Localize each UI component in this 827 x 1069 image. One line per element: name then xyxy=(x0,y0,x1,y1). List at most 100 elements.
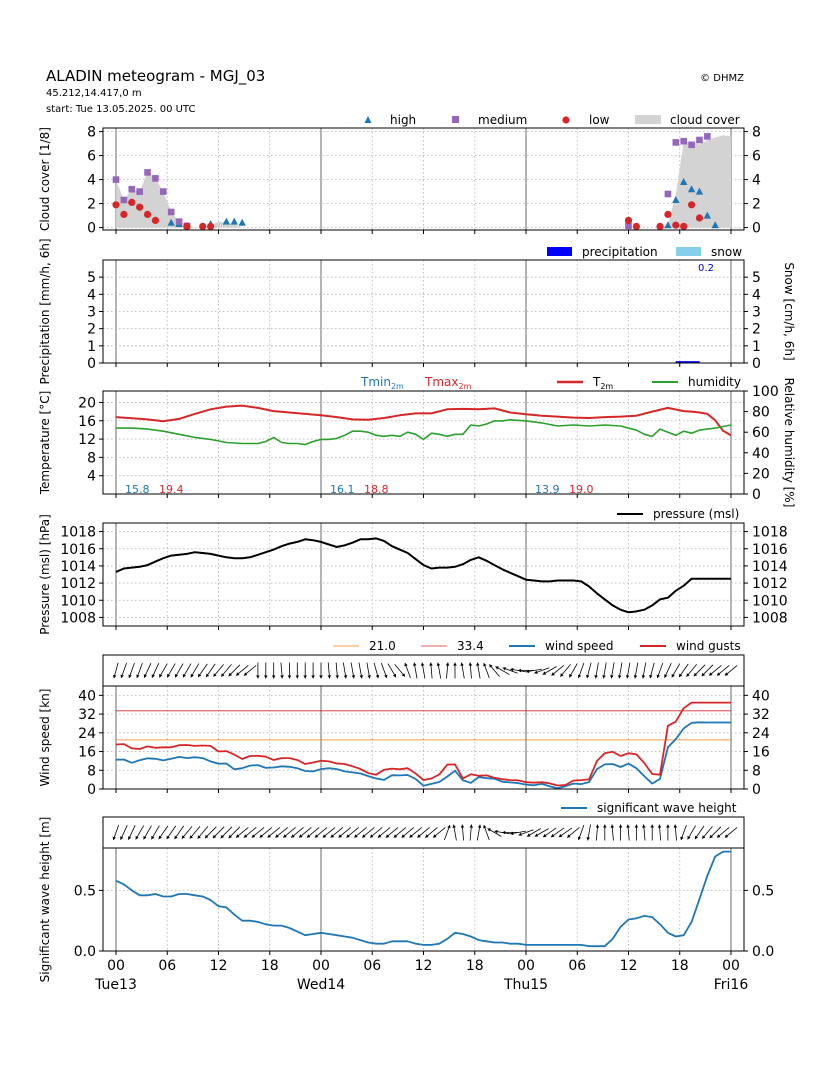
wave-dir-arrowhead xyxy=(543,833,547,838)
wind-dir-arrowhead xyxy=(453,662,457,666)
cloud-high-marker xyxy=(167,218,175,226)
wave-dir-arrowhead xyxy=(469,824,473,828)
wind-dir-arrowhead xyxy=(679,673,683,678)
x-tick-label: 00 xyxy=(107,958,125,974)
wind-dir-arrowhead xyxy=(159,673,163,678)
wind-dir-arrowhead xyxy=(375,674,380,679)
precip-ylabel: Precipitation [mm/h, 6h] xyxy=(38,238,52,384)
wave-dir-arrowhead xyxy=(425,834,429,838)
wind-dir-arrowhead xyxy=(120,674,124,678)
wind-dir-arrowhead xyxy=(404,663,408,667)
series-wind-gusts xyxy=(115,701,731,787)
cloud-medium-marker xyxy=(152,175,159,182)
precip-ytick-label-right: 2 xyxy=(752,322,761,338)
pressure-ytick-label: 1010 xyxy=(60,593,96,609)
wave-ytick-label: 0.5 xyxy=(74,883,96,899)
wave-dir-arrowhead xyxy=(724,834,729,838)
temp-ytick-label-right: 20 xyxy=(752,466,770,482)
cloud-ytick-label: 6 xyxy=(87,149,96,165)
x-tick-label: 18 xyxy=(671,958,689,974)
wave-dir-arrowhead xyxy=(181,835,186,839)
cloud-medium-marker xyxy=(112,176,120,183)
wind-dir-arrowhead xyxy=(392,673,396,678)
wave-dir-arrowhead xyxy=(567,834,571,838)
cloud-frame xyxy=(102,127,745,231)
wind-ytick-label-right: 16 xyxy=(752,745,770,761)
wind-dir-arrowhead xyxy=(664,674,668,678)
wave-dir-arrowhead xyxy=(314,834,319,838)
wind-dir-arrowhead xyxy=(359,675,364,679)
legend-high-swatch xyxy=(364,116,372,123)
pressure-ytick-label: 1014 xyxy=(60,559,96,575)
wind-ytick-label: 0 xyxy=(87,782,96,798)
wave-ytick-label-right: 0.5 xyxy=(752,883,774,899)
wind-dir-arrowhead xyxy=(602,675,606,679)
cloud-low-marker xyxy=(680,222,688,230)
series-pressure xyxy=(115,537,731,614)
wind-dir-arrowhead xyxy=(236,672,240,676)
wave-dir-arrowhead xyxy=(259,834,264,838)
wind-dir-arrowhead xyxy=(693,672,698,677)
cloud-low-marker xyxy=(151,216,160,224)
pressure-ytick-label: 1008 xyxy=(60,610,96,626)
wave-dir-arrowhead xyxy=(291,834,295,838)
legend-cloud-label: cloud cover xyxy=(670,113,740,127)
wave-dir-arrowhead xyxy=(275,834,279,838)
cloud-ytick-label-right: 2 xyxy=(752,197,761,213)
cloud-high-marker xyxy=(695,187,704,195)
wave-dir-arrowhead xyxy=(577,836,582,840)
precip-ytick-label: 5 xyxy=(87,270,96,286)
legend-tmin-label: Tmin2m xyxy=(360,375,404,391)
wave-dir-arrowhead xyxy=(527,833,531,837)
x-tick-label: 00 xyxy=(722,958,740,974)
wave-dir-arrowhead xyxy=(618,824,623,828)
wave-dir-arrowhead xyxy=(338,834,342,838)
x-tick-label: 12 xyxy=(620,958,638,974)
x-tick-label: 06 xyxy=(568,958,586,974)
precip-ytick-label: 3 xyxy=(87,305,96,321)
wave-dir-arrowhead xyxy=(447,825,451,829)
precip-annotation: 0.2 xyxy=(698,263,714,274)
wave-dir-arrowhead xyxy=(650,824,654,828)
precip-ytick-label: 2 xyxy=(87,322,96,338)
cloud-ytick-label-right: 6 xyxy=(752,149,761,165)
precip-ytick-label-right: 0 xyxy=(752,356,761,372)
cloud-low-marker xyxy=(112,201,120,209)
legend-medium-swatch xyxy=(452,116,459,123)
wave-dir-arrowhead xyxy=(433,834,437,838)
cloud-high-marker xyxy=(230,217,238,225)
cloud-medium-marker xyxy=(175,218,183,225)
wind-frame xyxy=(102,685,745,790)
wind-dir-arrowhead xyxy=(560,673,564,677)
wave-dir-arrowhead xyxy=(120,836,124,840)
wind-dir-arrowhead xyxy=(502,667,507,671)
cloud-medium-marker xyxy=(672,139,680,146)
x-tick-label: 00 xyxy=(517,958,535,974)
wind-dir-arrowhead xyxy=(649,674,653,679)
series-humidity xyxy=(116,418,732,446)
cloud-ytick-label: 0 xyxy=(87,221,96,237)
cloud-high-marker xyxy=(703,211,712,219)
pressure-ytick-label: 1012 xyxy=(60,576,96,592)
wind-dir-arrowhead xyxy=(287,675,292,679)
wind-dir-arrowhead xyxy=(577,674,582,678)
temp-ytick-label-right: 100 xyxy=(752,384,779,400)
wind-dir-arrowhead xyxy=(243,672,248,676)
wave-dir-arrowhead xyxy=(205,834,209,839)
cloud-medium-marker xyxy=(167,208,175,216)
wave-dir-arrowhead xyxy=(299,834,303,838)
series-wave-height xyxy=(115,850,731,948)
wind-ytick-label: 16 xyxy=(78,745,96,761)
legend-tmax-label: Tmax2m xyxy=(424,375,472,391)
legend-precip-label: precipitation xyxy=(582,245,658,259)
legend-wave-label: significant wave height xyxy=(597,801,737,815)
cloud-high-marker xyxy=(687,185,696,193)
wave-dir-arrowhead xyxy=(385,834,390,838)
wind-dir-arrowhead xyxy=(633,675,638,679)
wave-dir-arrowhead xyxy=(283,834,287,838)
pressure-ytick-label-right: 1016 xyxy=(752,542,788,558)
wave-dir-arrowhead xyxy=(477,824,482,828)
legend-pressure-label: pressure (msl) xyxy=(653,507,739,521)
wave-dir-arrowhead xyxy=(409,834,413,838)
